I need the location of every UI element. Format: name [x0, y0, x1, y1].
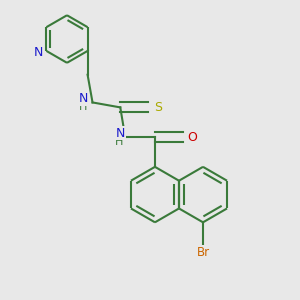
Text: O: O [188, 130, 197, 144]
Text: N: N [116, 127, 125, 140]
Text: N: N [79, 92, 88, 105]
Text: Br: Br [196, 245, 210, 259]
Text: N: N [34, 46, 43, 59]
Text: S: S [154, 101, 162, 114]
Text: H: H [115, 137, 124, 147]
Text: H: H [78, 102, 87, 112]
